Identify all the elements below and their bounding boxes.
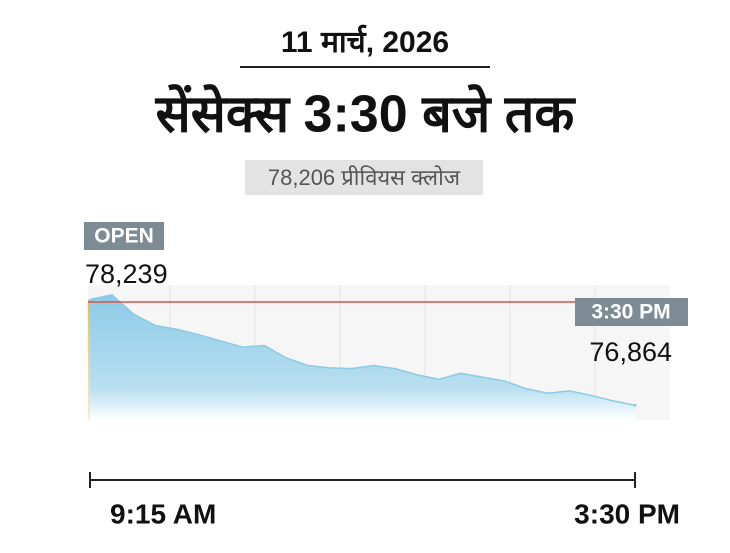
line: [89, 293, 636, 406]
area: [90, 294, 635, 420]
close-tag: 3:30 PM: [591, 301, 670, 324]
chart-title: सेंसेक्स 3:30 बजे तक: [155, 84, 577, 144]
close-tag-box: [575, 298, 688, 326]
open-tag-box: [84, 222, 164, 250]
x-end-label: 3:30 PM: [574, 498, 680, 529]
subtitle-box: [245, 160, 483, 195]
open-tag: OPEN: [94, 225, 154, 248]
x-start-label: 9:15 AM: [110, 498, 216, 529]
close-value: 76,864: [589, 337, 672, 367]
open-value: 78,239: [85, 259, 168, 289]
plot: [88, 293, 670, 420]
subtitle: 78,206 प्रीवियस क्लोज: [268, 165, 461, 190]
close-point: [633, 403, 637, 407]
date: 11 मार्च, 2026: [281, 24, 449, 59]
